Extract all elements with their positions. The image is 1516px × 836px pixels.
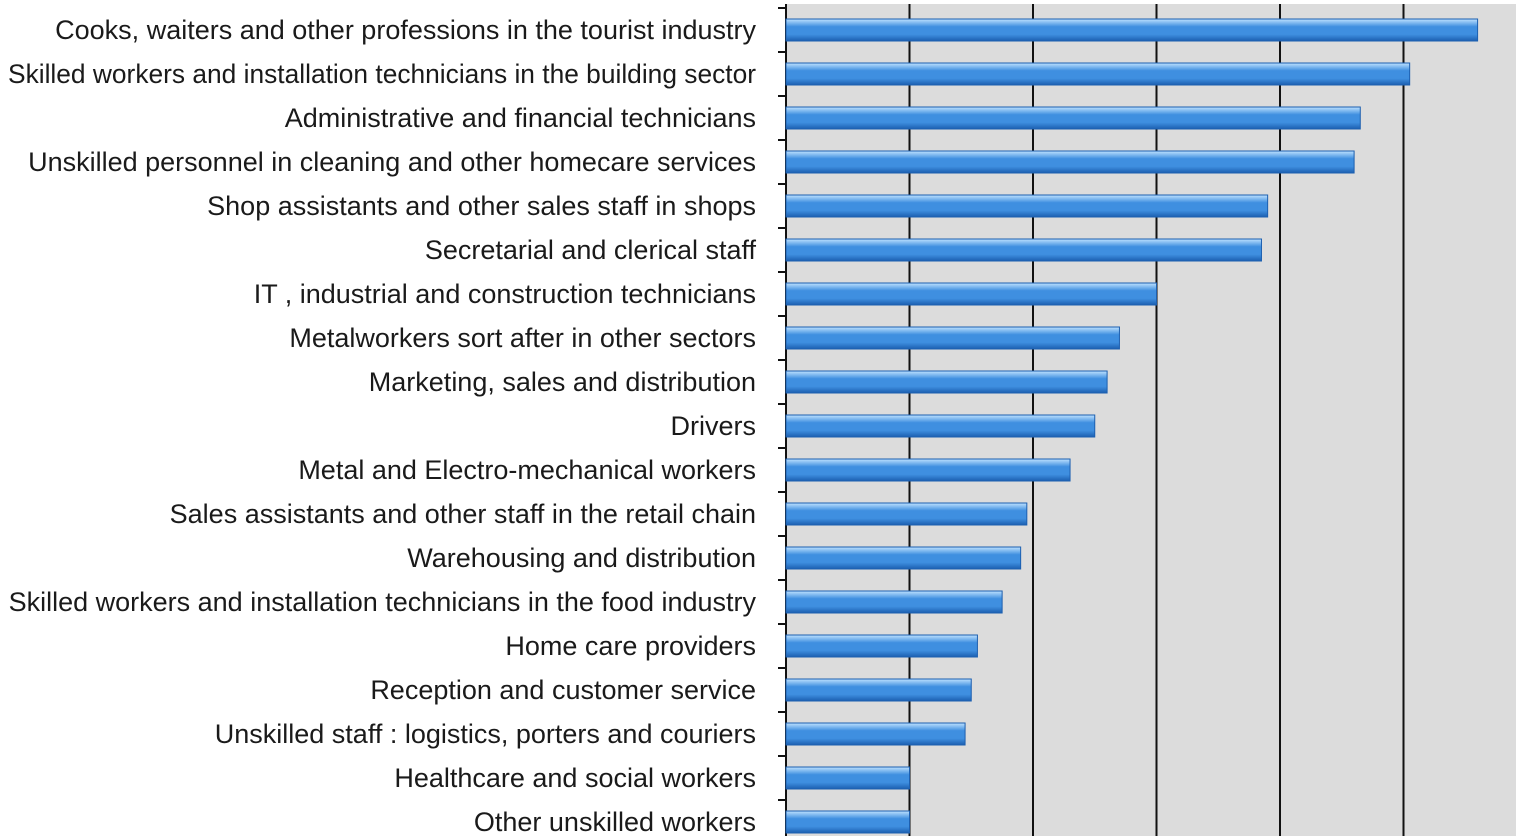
bar-17 — [785, 722, 966, 746]
bar-11 — [785, 458, 1071, 482]
bar-12 — [785, 502, 1028, 526]
category-label-2: Skilled workers and installation technic… — [8, 59, 756, 89]
category-label-14: Skilled workers and installation technic… — [9, 587, 757, 617]
category-label-7: IT , industrial and construction technic… — [254, 279, 756, 309]
category-label-11: Metal and Electro-mechanical workers — [298, 455, 756, 485]
category-label-13: Warehousing and distribution — [407, 543, 756, 573]
category-label-9: Marketing, sales and distribution — [369, 367, 756, 397]
bar-16 — [785, 678, 972, 702]
bar-10 — [785, 414, 1096, 438]
category-label-18: Healthcare and social workers — [394, 763, 756, 793]
category-labels: Cooks, waiters and other professions in … — [8, 15, 756, 836]
bar-18 — [785, 766, 910, 790]
category-axis — [778, 4, 787, 836]
bar-7 — [785, 282, 1157, 306]
category-label-10: Drivers — [671, 411, 757, 441]
bar-2 — [785, 62, 1411, 86]
category-label-4: Unskilled personnel in cleaning and othe… — [28, 147, 756, 177]
bar-6 — [785, 238, 1262, 262]
category-label-16: Reception and customer service — [370, 675, 756, 705]
bar-3 — [785, 106, 1361, 130]
bar-19 — [785, 810, 910, 834]
category-label-6: Secretarial and clerical staff — [425, 235, 757, 265]
category-label-3: Administrative and financial technicians — [285, 103, 756, 133]
bar-5 — [785, 194, 1269, 218]
category-label-19: Other unskilled workers — [474, 807, 756, 836]
category-label-8: Metalworkers sort after in other sectors — [289, 323, 756, 353]
bar-14 — [785, 590, 1003, 614]
bar-9 — [785, 370, 1108, 394]
bar-4 — [785, 150, 1355, 174]
bar-1 — [785, 18, 1479, 42]
bar-15 — [785, 634, 978, 658]
bar-13 — [785, 546, 1022, 570]
category-label-12: Sales assistants and other staff in the … — [170, 499, 756, 529]
category-label-15: Home care providers — [505, 631, 756, 661]
bars — [785, 18, 1479, 834]
category-label-17: Unskilled staff : logistics, porters and… — [215, 719, 756, 749]
category-label-1: Cooks, waiters and other professions in … — [55, 15, 756, 45]
bar-8 — [785, 326, 1120, 350]
category-label-5: Shop assistants and other sales staff in… — [207, 191, 756, 221]
